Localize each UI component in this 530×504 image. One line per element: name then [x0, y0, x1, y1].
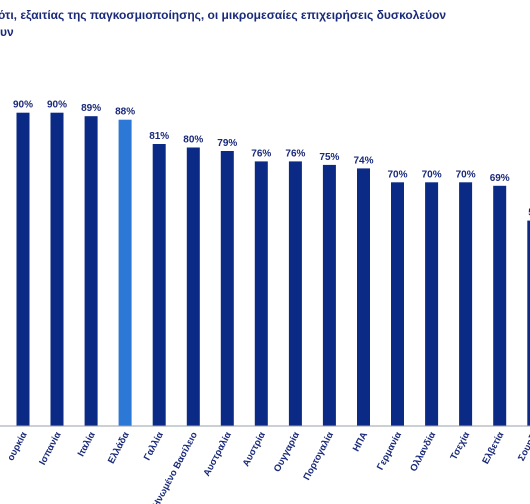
category-label-14: Ελβετία: [480, 430, 506, 466]
bar-14: [493, 185, 507, 426]
data-label-7: 76%: [251, 148, 271, 159]
bar-11: [391, 182, 404, 426]
category-label-9: Πορτογαλία: [301, 430, 336, 482]
category-label-10: ΗΠΑ: [351, 430, 370, 453]
data-label-9: 75%: [319, 152, 339, 163]
bar-6: [220, 151, 234, 426]
bar-9: [322, 164, 336, 426]
bar-4: [152, 144, 166, 426]
category-label-12: Ολλανδία: [408, 430, 438, 473]
category-label-1: Ισπανία: [37, 430, 64, 467]
category-label-8: Ουγγαρία: [272, 430, 302, 474]
data-label-5: 80%: [183, 135, 203, 146]
data-label-14: 69%: [490, 173, 510, 184]
category-label-15: Σουηδί: [516, 430, 530, 463]
data-label-1: 90%: [47, 100, 67, 111]
category-label-0: ουρκία: [5, 430, 29, 463]
data-label-13: 70%: [456, 169, 476, 180]
bar-2: [84, 116, 98, 426]
category-label-11: Γερμανία: [375, 430, 404, 472]
data-label-4: 81%: [149, 131, 169, 142]
data-label-6: 79%: [217, 138, 237, 149]
category-label-3: Ελλάδα: [106, 430, 132, 466]
bar-12: [425, 182, 439, 426]
bar-13: [459, 182, 473, 426]
bar-8: [288, 161, 302, 426]
category-label-6: Αυστραλία: [201, 430, 234, 478]
data-label-11: 70%: [387, 169, 407, 180]
category-label-4: Γαλλία: [142, 430, 166, 462]
data-label-2: 89%: [81, 103, 101, 114]
bar-1: [50, 112, 64, 426]
bar-7: [254, 161, 268, 426]
category-label-13: Τσεχία: [448, 430, 472, 462]
bar-3: [118, 119, 132, 426]
data-label-8: 76%: [285, 148, 305, 159]
data-label-12: 70%: [422, 169, 442, 180]
category-label-7: Αυστρία: [241, 430, 268, 468]
bar-5: [186, 147, 200, 426]
bar-10: [357, 168, 370, 426]
chart-title-line-2: υν: [0, 25, 14, 39]
data-label-3: 88%: [115, 107, 135, 118]
data-label-15: 59: [528, 208, 530, 219]
chart-title-line-1: ότι, εξαιτίας της παγκοσμιοποίησης, οι μ…: [0, 8, 447, 22]
data-label-0: 90%: [13, 100, 33, 111]
bar-0: [16, 112, 30, 426]
bar-15: [527, 220, 530, 426]
data-label-10: 74%: [353, 155, 373, 166]
category-label-2: Ιταλία: [76, 430, 98, 458]
